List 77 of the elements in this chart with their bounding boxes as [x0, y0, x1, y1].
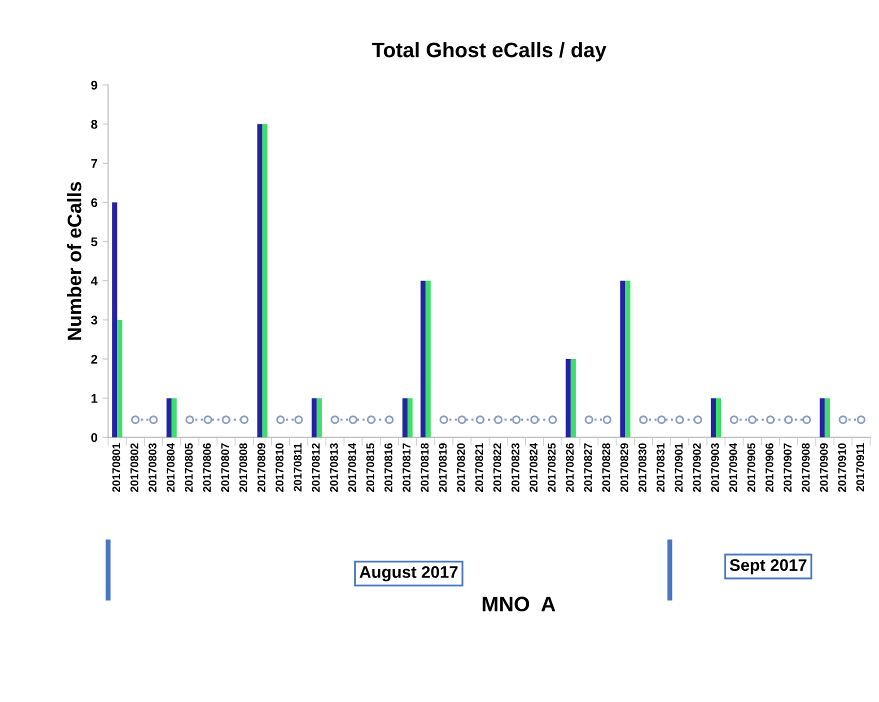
bar: [716, 398, 722, 438]
bar: [625, 280, 630, 438]
x-tick-label: 20170812: [312, 443, 320, 492]
bar: [257, 124, 262, 438]
y-tick-label: 5: [91, 237, 98, 246]
x-tick-label: 20170811: [294, 443, 302, 492]
x-tick-label: 20170830: [638, 443, 646, 492]
x-tick-label: 20170810: [276, 443, 284, 492]
bar: [312, 398, 317, 438]
text: Sept 2017: [730, 559, 806, 574]
x-tick-label: 20170826: [566, 443, 574, 492]
y-tick-label: 9: [91, 80, 98, 90]
bar: [426, 280, 431, 438]
x-tick-label: 20170818: [420, 443, 429, 492]
x-tick-label: 20170904: [729, 442, 738, 492]
y-tick-label: 7: [91, 159, 98, 168]
x-tick-label: 20170803: [148, 443, 156, 492]
x-tick-label: 20170822: [493, 443, 502, 492]
x-tick-label: 20170902: [692, 443, 701, 492]
x-tick-label: 20170911: [856, 443, 864, 492]
x-tick-label: 20170806: [203, 443, 211, 492]
x-tick-label: 20170813: [330, 443, 338, 492]
bar: [570, 359, 576, 438]
x-tick-label: 20170908: [802, 443, 810, 492]
y-axis-title: Number of eCalls: [67, 182, 82, 340]
bar: [420, 280, 426, 438]
y-tick-label: 2: [91, 354, 98, 364]
x-tick-label: 20170909: [820, 443, 828, 492]
x-tick-label: 20170807: [221, 443, 230, 492]
bar: [166, 398, 172, 438]
y-tick-label: 1: [92, 394, 98, 403]
bar: [820, 398, 825, 438]
x-tick-label: 20170802: [130, 443, 138, 492]
y-tick-label: 8: [91, 120, 98, 129]
x-tick-label: 20170828: [602, 443, 610, 492]
x-tick-label: 20170805: [184, 443, 193, 492]
bar: [262, 124, 268, 438]
x-tick-label: 20170821: [475, 443, 484, 492]
bar: [620, 280, 626, 438]
x-tick-label: 20170824: [530, 442, 538, 492]
x-tick-label: 20170910: [838, 443, 846, 492]
bar: [824, 398, 830, 438]
y-tick-label: 3: [91, 316, 98, 325]
x-tick-label: 20170819: [438, 443, 447, 492]
x-tick-label: 20170817: [402, 443, 410, 492]
x-tick-label: 20170804: [166, 442, 175, 492]
chart-title: Total Ghost eCalls / day: [372, 42, 606, 62]
bar: [172, 398, 177, 438]
bar: [408, 398, 413, 438]
bar: [112, 202, 118, 438]
text: August 2017: [360, 566, 458, 582]
x-tick-label: 20170903: [711, 443, 719, 492]
x-tick-label: 20170831: [656, 443, 665, 492]
x-tick-label: 20170825: [548, 443, 556, 492]
bar: [402, 398, 408, 438]
x-tick-label: 20170801: [112, 443, 120, 492]
x-tick-label: 20170808: [239, 443, 248, 492]
text: MNO A: [482, 596, 556, 612]
x-tick-label: 20170815: [366, 443, 374, 492]
x-tick-label: 20170827: [584, 443, 592, 492]
x-tick-label: 20170814: [348, 442, 356, 492]
x-tick-label: 20170823: [511, 443, 520, 492]
x-tick-label: 20170820: [457, 443, 465, 492]
bar: [566, 359, 571, 438]
x-tick-label: 20170905: [747, 443, 756, 492]
x-tick-label: 20170816: [384, 443, 392, 492]
x-tick-label: 20170901: [674, 443, 683, 492]
x-tick-label: 20170809: [257, 443, 266, 492]
bar: [316, 398, 322, 438]
bar: [710, 398, 716, 438]
x-tick-label: 20170829: [620, 443, 628, 492]
x-tick-label: 20170907: [784, 443, 792, 492]
x-tick-label: 20170906: [766, 443, 774, 492]
y-tick-label: 6: [91, 198, 98, 208]
y-tick-label: 4: [90, 276, 98, 286]
y-tick-label: 0: [91, 433, 98, 442]
bar: [117, 320, 122, 438]
